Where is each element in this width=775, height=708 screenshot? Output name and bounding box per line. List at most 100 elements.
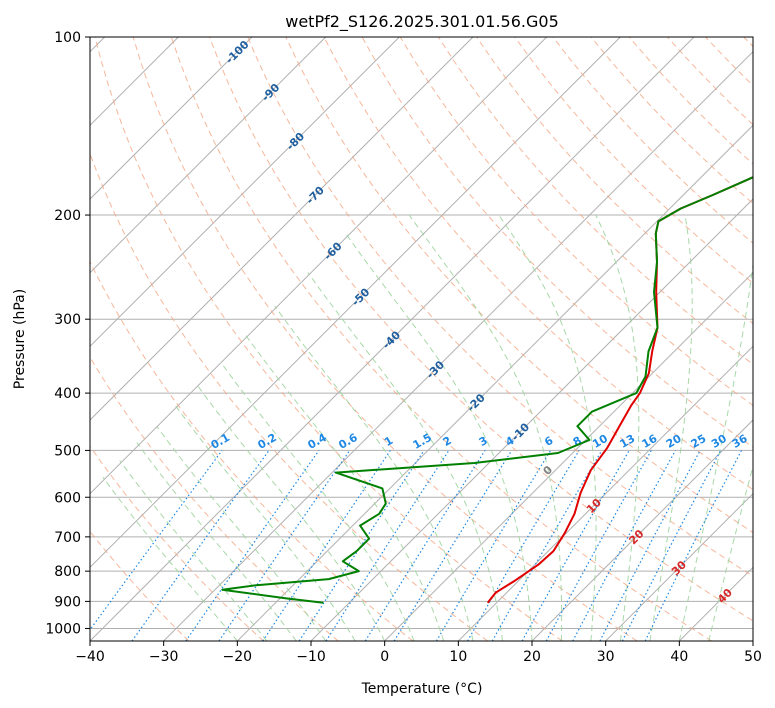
mixing-ratio-line — [644, 450, 743, 641]
isotherm-line — [163, 50, 753, 641]
mixing-ratio-line — [435, 450, 552, 641]
mixing-ratio-line — [521, 450, 630, 641]
dry-adiabat-line — [323, 37, 753, 491]
moist-adiabat-line — [102, 476, 238, 641]
dry-adiabat-line — [667, 37, 753, 126]
mixing-ratio-line — [466, 450, 580, 641]
mixing-ratio-line — [131, 450, 270, 641]
dry-adiabat-line — [552, 37, 753, 244]
mixing-ratio-label: 36 — [730, 432, 750, 451]
mixing-ratio-label: 30 — [709, 432, 729, 451]
moist-adiabat-line — [119, 460, 268, 641]
isotherm-line — [90, 37, 695, 641]
isotherm-line — [236, 124, 753, 641]
isotherm-label: -90 — [259, 81, 282, 104]
y-tick-label: 800 — [54, 564, 81, 580]
mixing-ratio-line — [90, 450, 223, 631]
mixing-ratio-label: 13 — [618, 432, 638, 451]
plot-area: 0.1 0.2 0.4 0.6 1 1.5 2 3 4 6 8 10 13 16 20 25 30 36-100-… — [45, 30, 762, 665]
isotherm-line — [457, 345, 753, 641]
dry-adiabat-line — [90, 445, 264, 641]
y-tick-label: 400 — [54, 386, 81, 402]
x-tick-label: −40 — [75, 649, 105, 665]
mixing-ratio-label: 3 — [477, 434, 490, 449]
mixing-ratio-label: 1.5 — [411, 431, 434, 452]
x-tick-label: 30 — [597, 649, 615, 665]
mixing-ratio-label: 0.1 — [209, 431, 232, 452]
isotherm-line — [90, 37, 253, 200]
moist-adiabat-line — [678, 260, 753, 641]
mixing-ratio-label: 0.4 — [306, 431, 330, 452]
moist-adiabat-line — [175, 405, 356, 641]
y-tick-label: 100 — [54, 30, 81, 46]
sounding-profiles — [221, 176, 753, 604]
plot-frame — [89, 36, 754, 642]
moist-adiabat-line — [307, 272, 503, 641]
dry-adiabat-line — [514, 37, 753, 284]
chart-title: wetPf2_S126.2025.301.01.56.G05 — [285, 12, 559, 32]
mixing-ratio-line — [298, 450, 425, 641]
moist-adiabat-line — [245, 335, 445, 641]
moist-adiabat-label: 0 — [541, 463, 556, 478]
moist-adiabat-line — [649, 214, 693, 641]
isotherm-line — [605, 492, 753, 641]
dry-adiabat-line — [247, 37, 753, 577]
dry-adiabat-line — [705, 37, 753, 87]
dry-adiabat-line — [476, 37, 753, 325]
mixing-ratio-label: 25 — [689, 432, 709, 451]
dry-adiabat-line — [132, 37, 638, 641]
moist-adiabat-line — [136, 442, 297, 641]
y-axis-title: Pressure (hPa) — [12, 289, 28, 389]
plot-background-lines — [90, 37, 753, 641]
isotherm-line — [90, 37, 621, 569]
x-tick-label: 20 — [523, 649, 541, 665]
temperature-profile-line — [486, 176, 753, 604]
dry-adiabat-line — [170, 37, 712, 641]
mixing-ratio-line — [599, 450, 701, 641]
mixing-ratio-line — [545, 450, 652, 641]
y-tick-label: 900 — [54, 594, 81, 610]
dry-adiabat-line — [590, 37, 753, 205]
mixing-ratio-label: 1 — [382, 434, 395, 449]
x-tick-label: −20 — [223, 649, 253, 665]
isotherm-line — [90, 37, 400, 348]
y-tick-label: 700 — [54, 530, 81, 546]
dewpoint-profile-line — [221, 176, 753, 604]
mixing-ratio-label: 16 — [640, 432, 660, 451]
dry-adiabat-line — [90, 356, 339, 641]
dry-adiabat-line — [209, 37, 753, 622]
moist-adiabat-line — [220, 362, 415, 641]
x-tick-label: −30 — [149, 649, 179, 665]
x-tick-label: −10 — [296, 649, 326, 665]
y-tick-label: 600 — [54, 490, 81, 506]
mixing-ratio-line — [218, 450, 351, 641]
x-tick-label: 10 — [449, 649, 467, 665]
isotherm-line — [90, 37, 474, 421]
mixing-ratio-line — [621, 450, 722, 641]
moist-adiabat-line — [345, 233, 533, 641]
dry-adiabat-line — [437, 37, 753, 365]
isotherm-line — [90, 37, 548, 495]
mixing-ratio-line — [364, 450, 486, 641]
moist-adiabat-line — [195, 383, 386, 641]
moist-adiabat-line — [156, 425, 327, 641]
mixing-ratio-line — [262, 450, 391, 641]
moist-adiabat-line — [274, 305, 474, 641]
dry-adiabat-line — [90, 530, 190, 641]
dry-adiabat-line — [90, 152, 488, 641]
mixing-ratio-line — [325, 450, 450, 641]
mixing-ratio-line — [572, 450, 677, 641]
dry-adiabat-line — [285, 37, 753, 534]
isotherm-line — [678, 566, 753, 641]
x-axis-title: Temperature (°C) — [361, 681, 483, 697]
isotherm-line — [752, 640, 753, 641]
x-tick-label: 0 — [380, 649, 389, 665]
isotherm-line — [384, 271, 753, 641]
y-tick-label: 300 — [54, 312, 81, 328]
x-tick-label: 40 — [670, 649, 688, 665]
mixing-ratio-label: 6 — [542, 434, 555, 449]
moist-adiabat-line — [408, 214, 563, 641]
isotherm-label: -100 — [223, 38, 252, 67]
y-tick-label: 500 — [54, 443, 81, 459]
